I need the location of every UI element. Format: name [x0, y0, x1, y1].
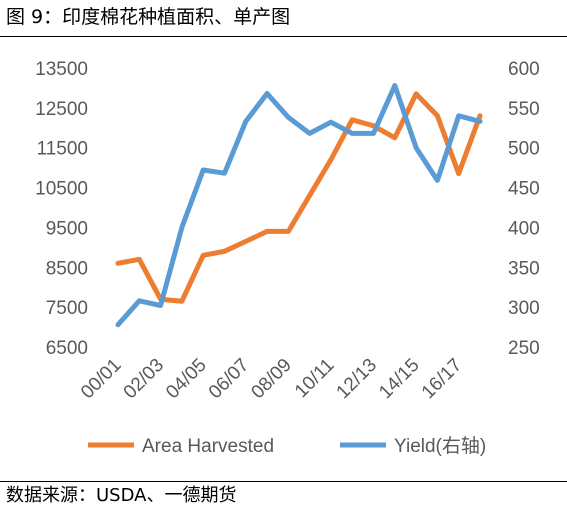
x-tick-label-6: 12/13 [333, 355, 381, 403]
right-tick-label-5: 500 [508, 139, 540, 160]
left-tick-label-0: 6500 [46, 338, 88, 359]
figure-title: 图 9：印度棉花种植面积、单产图 [6, 6, 291, 28]
left-tick-label-4: 10500 [35, 179, 88, 200]
x-tick-label-1: 02/03 [120, 355, 168, 403]
right-tick-label-0: 250 [508, 338, 540, 359]
right-tick-label-6: 550 [508, 99, 540, 120]
x-tick-label-3: 06/07 [205, 355, 253, 403]
right-tick-label-4: 450 [508, 179, 540, 200]
left-tick-label-6: 12500 [35, 99, 88, 120]
legend-label-0: Area Harvested [142, 436, 274, 457]
source-rule [0, 481, 567, 482]
right-tick-label-1: 300 [508, 298, 540, 319]
left-axis-ticks: 6500 7500 8500 9500 10500 11500 12500 13500 [35, 59, 88, 359]
right-axis-ticks: 250 300 350 400 450 500 550 600 [508, 59, 540, 359]
series-line-area-harvested [115, 91, 483, 304]
right-tick-label-2: 350 [508, 258, 540, 279]
series-line-yield [115, 83, 483, 328]
x-tick-label-5: 10/11 [291, 355, 338, 402]
series-layer [115, 83, 483, 328]
source-note: 数据来源：USDA、一德期货 [6, 485, 237, 506]
left-tick-label-2: 8500 [46, 258, 88, 279]
x-axis-ticks: 00/0102/0304/0506/0708/0910/1112/1314/15… [77, 355, 466, 403]
left-tick-label-5: 11500 [37, 139, 88, 160]
x-tick-label-2: 04/05 [162, 355, 210, 403]
left-tick-label-3: 9500 [46, 218, 88, 239]
left-tick-label-7: 13500 [35, 59, 88, 80]
title-rule [0, 36, 567, 37]
right-tick-label-3: 400 [508, 218, 540, 239]
x-tick-label-4: 08/09 [247, 355, 295, 403]
x-tick-label-8: 16/17 [418, 355, 466, 403]
x-tick-label-7: 14/15 [375, 355, 423, 403]
line-chart: 6500 7500 8500 9500 10500 11500 12500 13500 250… [35, 59, 540, 457]
x-tick-label-0: 00/01 [77, 355, 125, 403]
legend-label-1: Yield(右轴) [394, 435, 486, 457]
right-tick-label-7: 600 [508, 59, 540, 80]
legend: Area Harvested Yield(右轴) [88, 435, 486, 457]
left-tick-label-1: 7500 [46, 298, 88, 319]
